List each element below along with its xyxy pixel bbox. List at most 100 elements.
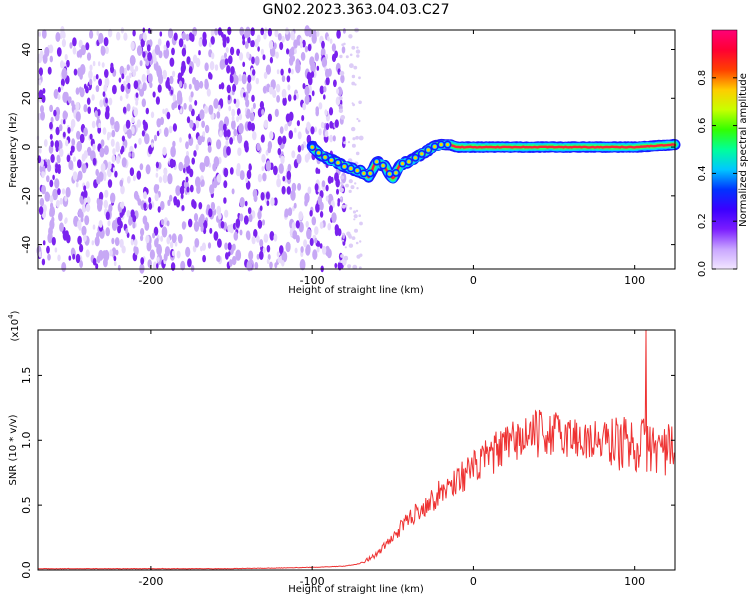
signal-blob-core [368, 171, 372, 175]
snr-x-tick-label: -200 [138, 575, 163, 588]
noise-speckle [330, 176, 334, 183]
noise-speckle [140, 234, 144, 242]
noise-speckle [96, 30, 100, 36]
noise-speckle [83, 127, 88, 137]
noise-speckle [247, 74, 252, 83]
noise-speckle [144, 221, 150, 231]
noise-speckle [256, 235, 260, 243]
noise-speckle [99, 99, 104, 108]
noise-speckle [247, 207, 252, 215]
noise-speckle [50, 154, 55, 163]
noise-speckle [300, 246, 304, 253]
noise-speckle [186, 56, 191, 65]
noise-speckle [326, 248, 332, 259]
noise-speckle [58, 212, 63, 222]
noise-speckle [227, 26, 232, 36]
noise-speckle [43, 139, 48, 147]
noise-speckle [276, 95, 280, 103]
noise-speckle [245, 230, 251, 240]
noise-speckle [146, 44, 151, 52]
noise-speckle [70, 144, 75, 153]
noise-speckle [231, 188, 235, 195]
noise-speckle [131, 151, 135, 159]
noise-speckle [41, 94, 46, 103]
noise-speckle [349, 207, 353, 210]
noise-speckle [312, 29, 317, 38]
noise-speckle [247, 36, 251, 44]
noise-speckle [118, 77, 122, 83]
noise-speckle [75, 101, 80, 111]
signal-blob-core [413, 156, 417, 160]
noise-speckle [285, 241, 291, 253]
noise-speckle [352, 137, 356, 141]
spectrogram-y-tick-label: 0 [20, 144, 33, 151]
noise-speckle [233, 75, 239, 86]
noise-speckle [163, 127, 169, 138]
noise-speckle [158, 128, 162, 134]
noise-speckle [149, 82, 153, 89]
noise-speckle [252, 69, 256, 76]
noise-speckle [329, 205, 333, 213]
noise-speckle [57, 156, 61, 164]
noise-speckle [119, 95, 123, 102]
noise-speckle [325, 76, 330, 86]
noise-speckle [294, 127, 297, 133]
noise-speckle [46, 245, 50, 254]
noise-speckle [296, 120, 300, 127]
colorbar-tick-label: 0.4 [697, 165, 708, 181]
noise-speckle [142, 51, 146, 58]
noise-speckle [250, 122, 255, 132]
noise-speckle [260, 134, 265, 143]
noise-speckle [138, 137, 142, 145]
noise-speckle [293, 202, 297, 209]
noise-speckle [351, 126, 356, 132]
noise-speckle [72, 253, 76, 260]
noise-speckle [213, 231, 219, 241]
noise-speckle [311, 90, 315, 97]
noise-speckle [53, 109, 57, 117]
noise-speckle [223, 129, 228, 138]
noise-speckle [247, 121, 252, 131]
signal-blob-core [446, 143, 450, 147]
noise-speckle [119, 238, 124, 248]
noise-speckle [151, 142, 154, 148]
noise-speckle [353, 65, 358, 70]
noise-speckle [200, 225, 204, 233]
colorbar-gradient [711, 29, 738, 270]
noise-speckle [170, 146, 176, 158]
noise-speckle [281, 260, 285, 267]
noise-speckle [281, 185, 286, 195]
noise-speckle [179, 185, 185, 195]
noise-speckle [286, 186, 291, 195]
noise-speckle [187, 258, 192, 268]
noise-speckle [242, 61, 246, 67]
noise-speckle [332, 135, 336, 142]
noise-speckle [62, 131, 66, 138]
noise-speckle [103, 257, 108, 268]
noise-speckle [282, 175, 286, 182]
noise-speckle [305, 220, 309, 228]
noise-speckle [312, 249, 318, 260]
noise-speckle [54, 140, 60, 149]
signal-blob-core [381, 164, 385, 168]
noise-speckle [181, 47, 187, 57]
noise-speckle [222, 40, 227, 48]
noise-speckle [235, 219, 240, 229]
noise-speckle [130, 41, 135, 50]
noise-speckle [98, 249, 104, 261]
noise-speckle [231, 255, 237, 266]
noise-speckle [92, 157, 97, 166]
noise-speckle [300, 51, 306, 61]
noise-speckle [110, 116, 115, 126]
noise-speckle [232, 222, 237, 230]
noise-speckle [277, 256, 281, 264]
noise-speckle [92, 61, 96, 67]
noise-speckle [156, 256, 160, 263]
signal-track-layer [306, 138, 681, 184]
noise-speckle [276, 251, 280, 258]
signal-blob-core [394, 171, 398, 175]
noise-speckle [321, 40, 325, 49]
noise-speckle [85, 249, 90, 258]
noise-speckle [173, 32, 178, 41]
noise-speckle [100, 139, 105, 147]
